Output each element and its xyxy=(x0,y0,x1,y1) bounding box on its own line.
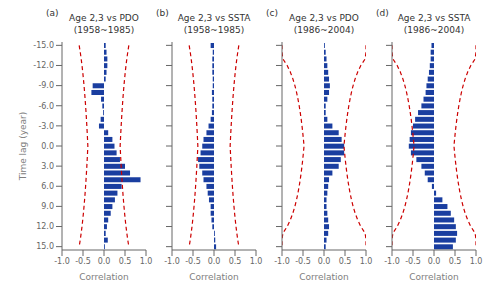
svg-text:0.5: 0.5 xyxy=(339,257,352,266)
svg-text:6.0: 6.0 xyxy=(41,182,54,191)
html-text:(b): (b) xyxy=(156,8,169,18)
html-text:Age 2,3 vs SSTA (1986~2004): Age 2,3 vs SSTA (1986~2004) xyxy=(397,13,471,35)
svg-text:0.5: 0.5 xyxy=(229,257,242,266)
svg-text:-9.0: -9.0 xyxy=(38,81,54,90)
html-text:(c): (c) xyxy=(266,8,278,18)
svg-text:Correlation: Correlation xyxy=(299,272,349,282)
html-text:Age 2,3 vs PDO (1986~2004): Age 2,3 vs PDO (1986~2004) xyxy=(289,13,359,35)
html-text:(d): (d) xyxy=(376,8,389,18)
svg-text:Time lag (year): Time lag (year) xyxy=(18,112,28,182)
svg-text:-0.5: -0.5 xyxy=(405,257,421,266)
svg-text:Correlation: Correlation xyxy=(189,272,239,282)
svg-text:0.0: 0.0 xyxy=(428,257,441,266)
svg-text:0.0: 0.0 xyxy=(98,257,111,266)
svg-text:1.0: 1.0 xyxy=(470,257,483,266)
svg-text:-3.0: -3.0 xyxy=(38,122,54,131)
svg-text:3.0: 3.0 xyxy=(41,162,54,171)
svg-text:-0.5: -0.5 xyxy=(75,257,91,266)
svg-text:-1.0: -1.0 xyxy=(54,257,70,266)
svg-text:0.0: 0.0 xyxy=(318,257,331,266)
svg-text:-0.5: -0.5 xyxy=(295,257,311,266)
svg-text:1.0: 1.0 xyxy=(140,257,153,266)
svg-text:0.5: 0.5 xyxy=(119,257,132,266)
svg-text:15.0: 15.0 xyxy=(36,242,54,251)
svg-text:0.0: 0.0 xyxy=(41,142,54,151)
svg-text:Correlation: Correlation xyxy=(409,272,459,282)
svg-text:1.0: 1.0 xyxy=(250,257,263,266)
svg-text:-1.0: -1.0 xyxy=(384,257,400,266)
svg-text:0.5: 0.5 xyxy=(449,257,462,266)
html-text:Age 2,3 vs PDO (1958~1985): Age 2,3 vs PDO (1958~1985) xyxy=(69,13,139,35)
svg-text:1.0: 1.0 xyxy=(360,257,373,266)
svg-text:-15.0: -15.0 xyxy=(33,41,54,50)
svg-text:-0.5: -0.5 xyxy=(185,257,201,266)
svg-text:0.0: 0.0 xyxy=(208,257,221,266)
svg-text:-1.0: -1.0 xyxy=(164,257,180,266)
svg-text:-1.0: -1.0 xyxy=(274,257,290,266)
svg-text:-12.0: -12.0 xyxy=(33,61,54,70)
svg-text:Correlation: Correlation xyxy=(79,272,129,282)
svg-text:12.0: 12.0 xyxy=(36,222,54,231)
svg-text:9.0: 9.0 xyxy=(41,202,54,211)
html-text:(a): (a) xyxy=(46,8,59,18)
svg-text:-6.0: -6.0 xyxy=(38,102,54,111)
html-text:Age 2,3 vs SSTA (1958~1985): Age 2,3 vs SSTA (1958~1985) xyxy=(177,13,251,35)
